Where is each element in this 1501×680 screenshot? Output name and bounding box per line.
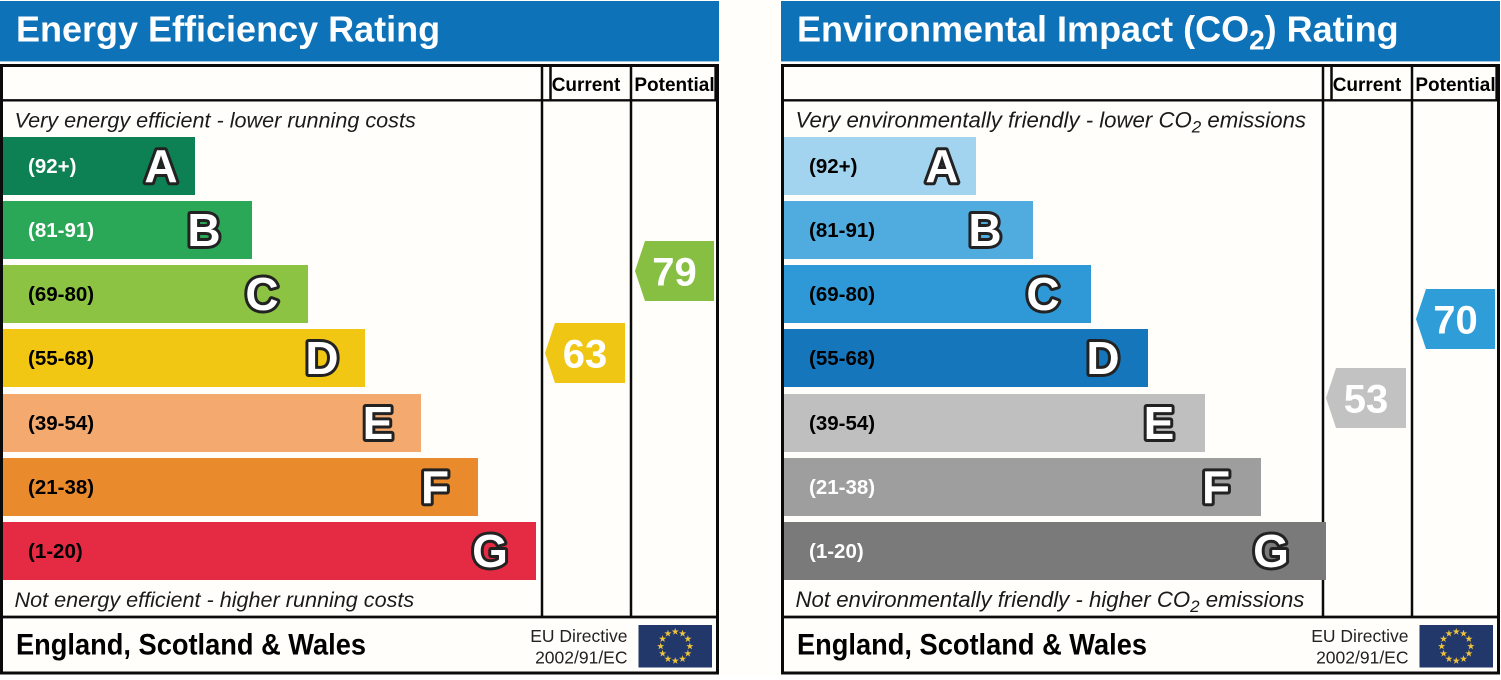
svg-text:(21-38): (21-38)	[28, 476, 94, 499]
svg-text:A: A	[144, 140, 177, 192]
svg-text:(81-91): (81-91)	[28, 219, 94, 242]
svg-text:Very energy efficient - lower: Very energy efficient - lower running co…	[15, 108, 416, 133]
svg-text:(39-54): (39-54)	[28, 412, 94, 435]
svg-text:E: E	[363, 397, 394, 449]
svg-text:Not energy efficient - higher: Not energy efficient - higher running co…	[15, 587, 415, 612]
svg-text:(55-68): (55-68)	[809, 347, 875, 370]
svg-text:2002/91/EC: 2002/91/EC	[535, 648, 627, 668]
svg-text:Current: Current	[552, 75, 621, 96]
svg-text:England, Scotland & Wales: England, Scotland & Wales	[16, 629, 366, 662]
svg-text:EU Directive: EU Directive	[530, 626, 627, 646]
svg-text:2002/91/EC: 2002/91/EC	[1316, 648, 1408, 668]
svg-text:C: C	[1026, 268, 1059, 320]
svg-text:F: F	[1202, 461, 1230, 513]
svg-text:Current: Current	[1333, 75, 1402, 96]
svg-text:(1-20): (1-20)	[809, 540, 864, 563]
svg-text:70: 70	[1433, 299, 1478, 343]
svg-text:53: 53	[1344, 378, 1389, 422]
svg-text:A: A	[925, 140, 958, 192]
svg-text:F: F	[421, 461, 449, 513]
svg-text:Potential: Potential	[634, 75, 714, 96]
svg-text:Energy Efficiency Rating: Energy Efficiency Rating	[16, 9, 440, 50]
svg-text:B: B	[968, 204, 1001, 256]
svg-text:Not environmentally friendly -: Not environmentally friendly - higher CO…	[796, 587, 1305, 616]
svg-text:(69-80): (69-80)	[809, 283, 875, 306]
svg-text:(39-54): (39-54)	[809, 412, 875, 435]
svg-text:(81-91): (81-91)	[809, 219, 875, 242]
svg-text:(69-80): (69-80)	[28, 283, 94, 306]
svg-text:(92+): (92+)	[28, 155, 76, 178]
svg-text:EU Directive: EU Directive	[1311, 626, 1408, 646]
svg-text:(21-38): (21-38)	[809, 476, 875, 499]
svg-text:(1-20): (1-20)	[28, 540, 83, 563]
svg-text:Potential: Potential	[1415, 75, 1495, 96]
svg-text:Environmental Impact (CO2) Rat: Environmental Impact (CO2) Rating	[797, 9, 1399, 56]
svg-text:C: C	[245, 268, 278, 320]
svg-text:B: B	[187, 204, 220, 256]
svg-text:D: D	[305, 332, 338, 384]
svg-text:63: 63	[563, 333, 608, 377]
svg-text:Very environmentally friendly: Very environmentally friendly - lower CO…	[796, 108, 1307, 137]
svg-text:79: 79	[652, 251, 697, 295]
svg-text:D: D	[1086, 332, 1119, 384]
svg-text:(55-68): (55-68)	[28, 347, 94, 370]
svg-text:(92+): (92+)	[809, 155, 857, 178]
svg-text:G: G	[1253, 525, 1289, 577]
svg-text:E: E	[1144, 397, 1175, 449]
svg-text:England, Scotland & Wales: England, Scotland & Wales	[797, 629, 1147, 662]
svg-text:G: G	[472, 525, 508, 577]
